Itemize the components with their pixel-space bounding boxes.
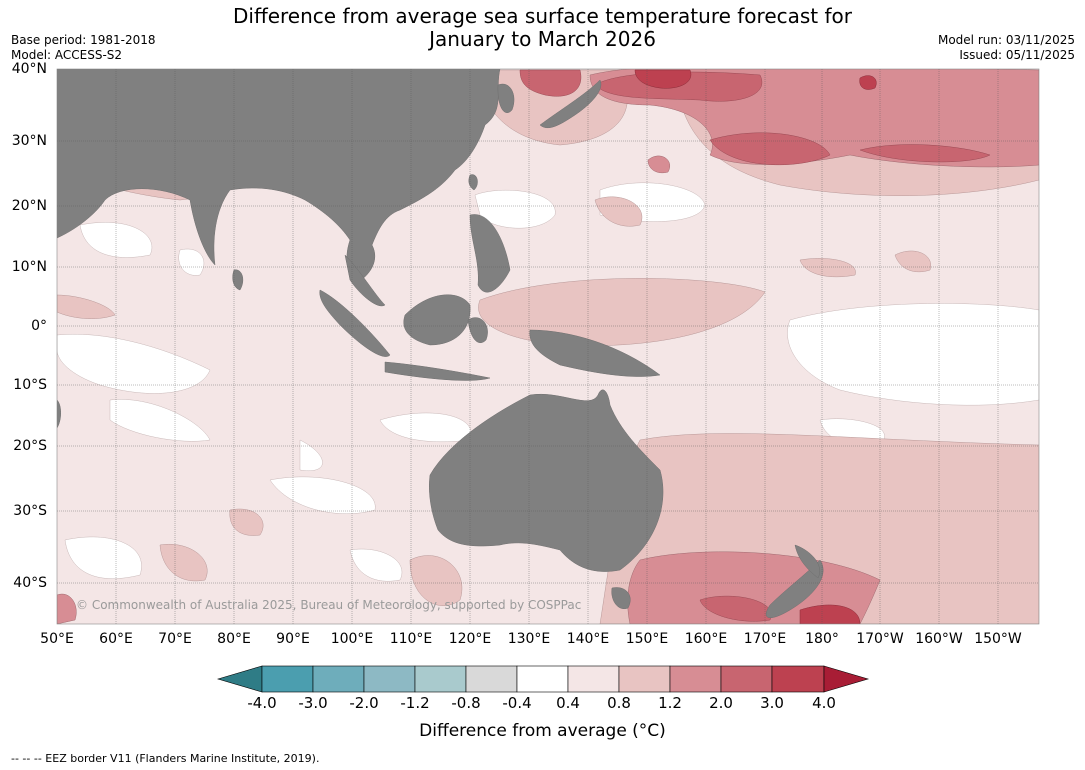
latitude-label: 40°N (11, 61, 47, 77)
latitude-label: 10°S (13, 377, 47, 393)
korea-landmass (497, 83, 515, 113)
longitude-label: 120°E (448, 631, 492, 647)
colorbar-tick-label: 0.8 (607, 694, 631, 712)
longitude-label: 180° (805, 631, 839, 647)
graticule (57, 69, 1039, 624)
latitude-label: 0° (31, 318, 47, 334)
colorbar-tick-label: 0.4 (556, 694, 580, 712)
latitude-label: 20°S (13, 438, 47, 454)
borneo-island (403, 294, 471, 346)
asia-landmass (57, 69, 501, 283)
copyright-watermark: © Commonwealth of Australia 2025, Bureau… (76, 598, 582, 612)
colorbar (216, 665, 870, 693)
colorbar-tick-label: 3.0 (760, 694, 784, 712)
longitude-label: 70°E (158, 631, 192, 647)
tasmania-island (611, 587, 631, 610)
colorbar-tick-label: -1.2 (400, 694, 430, 712)
colorbar-tick-label: -4.0 (247, 694, 277, 712)
longitude-label: 80°E (217, 631, 251, 647)
latitude-label: 10°N (11, 259, 47, 275)
longitude-label: 160°W (915, 631, 963, 647)
sulawesi-island (467, 317, 488, 344)
japan-landmass (539, 79, 602, 129)
colorbar-tick-label: -0.8 (451, 694, 481, 712)
colorbar-bin (618, 665, 671, 693)
colorbar-bin (669, 665, 722, 693)
new-zealand-north-island (794, 544, 820, 579)
latitude-label: 40°S (13, 575, 47, 591)
australia-landmass (429, 389, 664, 572)
colorbar-min-extend (216, 665, 263, 693)
longitude-label: 50°E (40, 631, 74, 647)
anomaly-extreme-regions (634, 69, 877, 624)
issued-date: Issued: 05/11/2025 (959, 48, 1075, 62)
colorbar-tick-label: 2.0 (709, 694, 733, 712)
sumatra-island (319, 289, 391, 357)
colorbar-bin (720, 665, 773, 693)
malay-peninsula (344, 254, 386, 307)
longitude-label: 150°W (974, 631, 1022, 647)
longitude-label: 130°E (507, 631, 551, 647)
eez-footnote: -- -- -- EEZ border V11 (Flanders Marine… (11, 752, 320, 765)
anomaly-very-high-regions (519, 69, 991, 622)
philippines-islands (469, 214, 511, 293)
longitude-label: 170°E (743, 631, 787, 647)
colorbar-bin (414, 665, 467, 693)
chart-title-line-2: January to March 2026 (429, 27, 656, 51)
longitude-label: 150°E (625, 631, 669, 647)
colorbar-title: Difference from average (°C) (419, 721, 666, 741)
model-run-date: Model run: 03/11/2025 (937, 33, 1075, 47)
colorbar-tick-label: -0.4 (502, 694, 532, 712)
colorbar-bin (516, 665, 569, 693)
new-guinea-island (529, 329, 661, 377)
model-name: Model: ACCESS-S2 (11, 48, 123, 62)
latitude-label: 30°S (13, 503, 47, 519)
colorbar-bin (363, 665, 416, 693)
taiwan-island (468, 174, 478, 191)
anomaly-neutral-regions (57, 182, 1039, 582)
colorbar-tick-label: -3.0 (298, 694, 328, 712)
colorbar-tick-label: 4.0 (812, 694, 836, 712)
new-zealand-south-island (765, 559, 824, 618)
longitude-label: 170°W (856, 631, 904, 647)
chart-title-line-1: Difference from average sea surface temp… (232, 4, 852, 28)
longitude-label: 60°E (99, 631, 133, 647)
colorbar-bin (567, 665, 620, 693)
land-masses (57, 69, 824, 618)
longitude-label: 110°E (389, 631, 433, 647)
colorbar-bin (312, 665, 365, 693)
longitude-label: 100°E (330, 631, 374, 647)
longitude-label: 140°E (566, 631, 610, 647)
longitude-label: 90°E (276, 631, 310, 647)
sri-lanka-island (232, 269, 244, 291)
base-period: Base period: 1981-2018 (11, 33, 156, 47)
latitude-label: 20°N (11, 198, 47, 214)
colorbar-max-extend (823, 665, 870, 693)
colorbar-tick-label: -2.0 (349, 694, 379, 712)
colorbar-bin (771, 665, 825, 693)
colorbar-tick-label: 1.2 (658, 694, 682, 712)
java-island (384, 361, 491, 381)
longitude-label: 160°E (684, 631, 728, 647)
colorbar-bin (465, 665, 518, 693)
latitude-label: 30°N (11, 133, 47, 149)
colorbar-bin (261, 665, 314, 693)
